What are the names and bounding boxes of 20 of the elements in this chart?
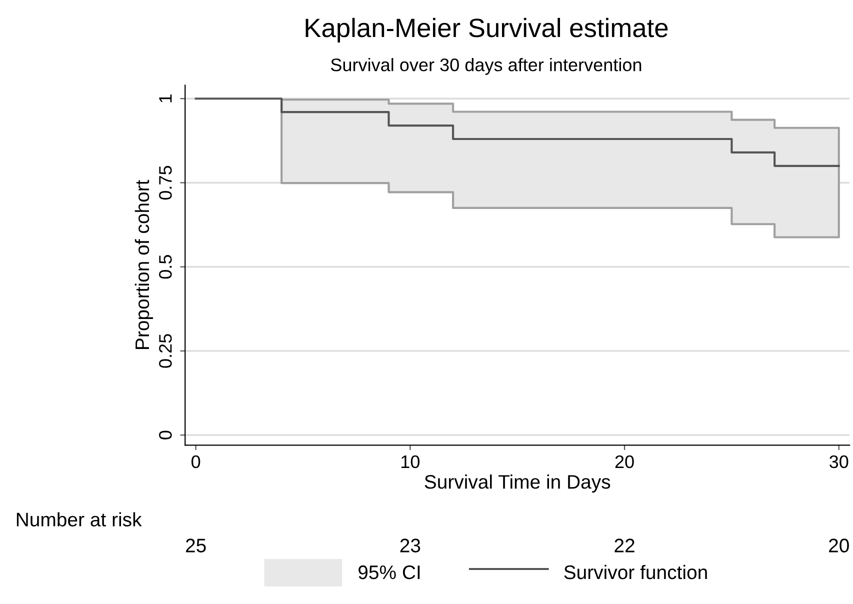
chart-subtitle: Survival over 30 days after intervention: [330, 58, 642, 75]
x-tick-label: 10: [402, 455, 420, 468]
legend-label: Survivor function: [564, 564, 707, 580]
y-axis-title: Proportion of cohort: [134, 180, 153, 349]
x-tick-label: 20: [615, 455, 634, 468]
y-tick-label: 0: [159, 430, 172, 440]
y-tick-label: 0.25: [159, 334, 172, 368]
text: 22: [614, 538, 634, 552]
text: 20: [829, 538, 849, 552]
x-tick-label: 30: [830, 455, 848, 468]
chart-title: Kaplan-Meier Survival estimate: [306, 18, 668, 42]
text: Number at risk: [16, 512, 142, 526]
text: 95% CI: [358, 565, 420, 580]
y-tick-label: 0.5: [159, 255, 172, 279]
x-axis-title: Survival Time in Days: [424, 474, 610, 493]
y-tick-label: 0.75: [159, 166, 172, 200]
text: 23: [400, 538, 420, 552]
text: 25: [186, 538, 206, 552]
x-tick-label: 0: [192, 455, 200, 468]
y-tick-label: 1: [159, 94, 172, 102]
